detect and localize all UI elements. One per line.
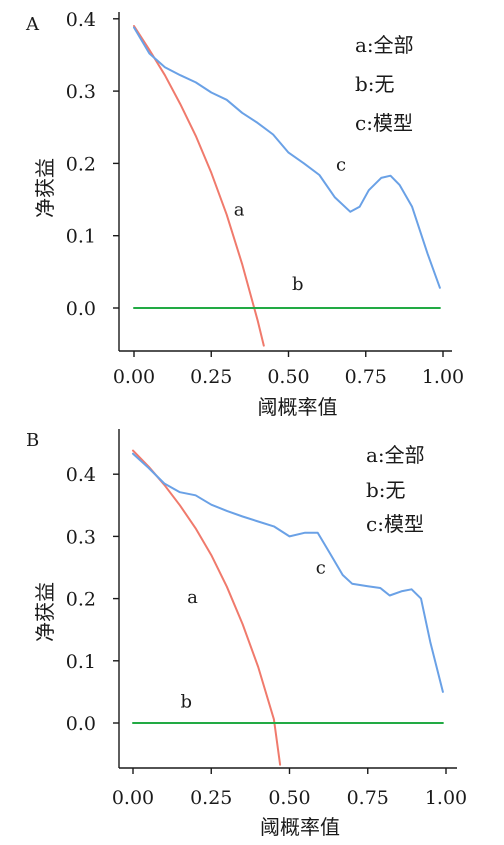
x-tick-label: 0.50 bbox=[267, 366, 309, 388]
y-tick-label: 0.4 bbox=[66, 9, 96, 31]
y-tick-label: 0.1 bbox=[66, 226, 96, 248]
x-tick-label: 0.25 bbox=[190, 366, 232, 388]
legend-entry: b:无 bbox=[366, 478, 406, 502]
series-group bbox=[133, 25, 441, 347]
y-axis-title: 净获益 bbox=[33, 158, 57, 218]
panel-label: A bbox=[25, 14, 40, 35]
series-line-c bbox=[133, 26, 441, 289]
y-axis-title: 净获益 bbox=[33, 582, 57, 642]
x-tick-label: 0.00 bbox=[113, 366, 155, 388]
x-tick-label: 1.00 bbox=[425, 787, 467, 809]
y-tick-label: 0.4 bbox=[66, 464, 96, 486]
x-tick-label: 1.00 bbox=[422, 366, 464, 388]
y-tick-label: 0.0 bbox=[66, 298, 96, 320]
chart-panel-a: 0.0 0.1 0.2 0.3 0.4 0.00 0.25 0.50 0.75 1.00 阈概率值 净… bbox=[25, 9, 464, 419]
curve-label-b: b bbox=[180, 691, 192, 712]
series-line-a bbox=[133, 25, 265, 347]
series-group bbox=[132, 449, 444, 766]
x-axis-title: 阈概率值 bbox=[258, 395, 338, 419]
series-line-c bbox=[132, 452, 444, 693]
panel-label: B bbox=[26, 430, 39, 451]
y-tick-label: 0.3 bbox=[66, 526, 96, 548]
x-tick-label: 0.75 bbox=[345, 366, 387, 388]
y-tick-label: 0.0 bbox=[66, 713, 96, 735]
y-tick-label: 0.1 bbox=[66, 651, 96, 673]
x-tick-label: 0.00 bbox=[112, 787, 154, 809]
curve-label-b: b bbox=[292, 274, 304, 295]
legend-entry: c:模型 bbox=[355, 111, 413, 135]
legend-entry: b:无 bbox=[355, 72, 395, 96]
legend-entry: a:全部 bbox=[355, 33, 414, 57]
y-tick-label: 0.3 bbox=[66, 81, 96, 103]
legend-entry: a:全部 bbox=[366, 443, 425, 467]
chart-panel-b: 0.0 0.1 0.2 0.3 0.4 0.00 0.25 0.50 0.75 1.00 阈概率值 净… bbox=[26, 429, 467, 839]
x-axis-title: 阈概率值 bbox=[260, 815, 340, 839]
series-line-a bbox=[132, 449, 282, 766]
curve-label-a: a bbox=[187, 587, 198, 608]
curve-label-c: c bbox=[336, 155, 346, 176]
y-tick-label: 0.2 bbox=[66, 153, 96, 175]
y-tick-label: 0.2 bbox=[66, 589, 96, 611]
curve-label-c: c bbox=[316, 558, 326, 579]
legend-entry: c:模型 bbox=[366, 512, 424, 536]
x-tick-label: 0.25 bbox=[190, 787, 232, 809]
x-tick-label: 0.50 bbox=[268, 787, 310, 809]
curve-label-a: a bbox=[234, 199, 245, 220]
x-tick-label: 0.75 bbox=[347, 787, 389, 809]
